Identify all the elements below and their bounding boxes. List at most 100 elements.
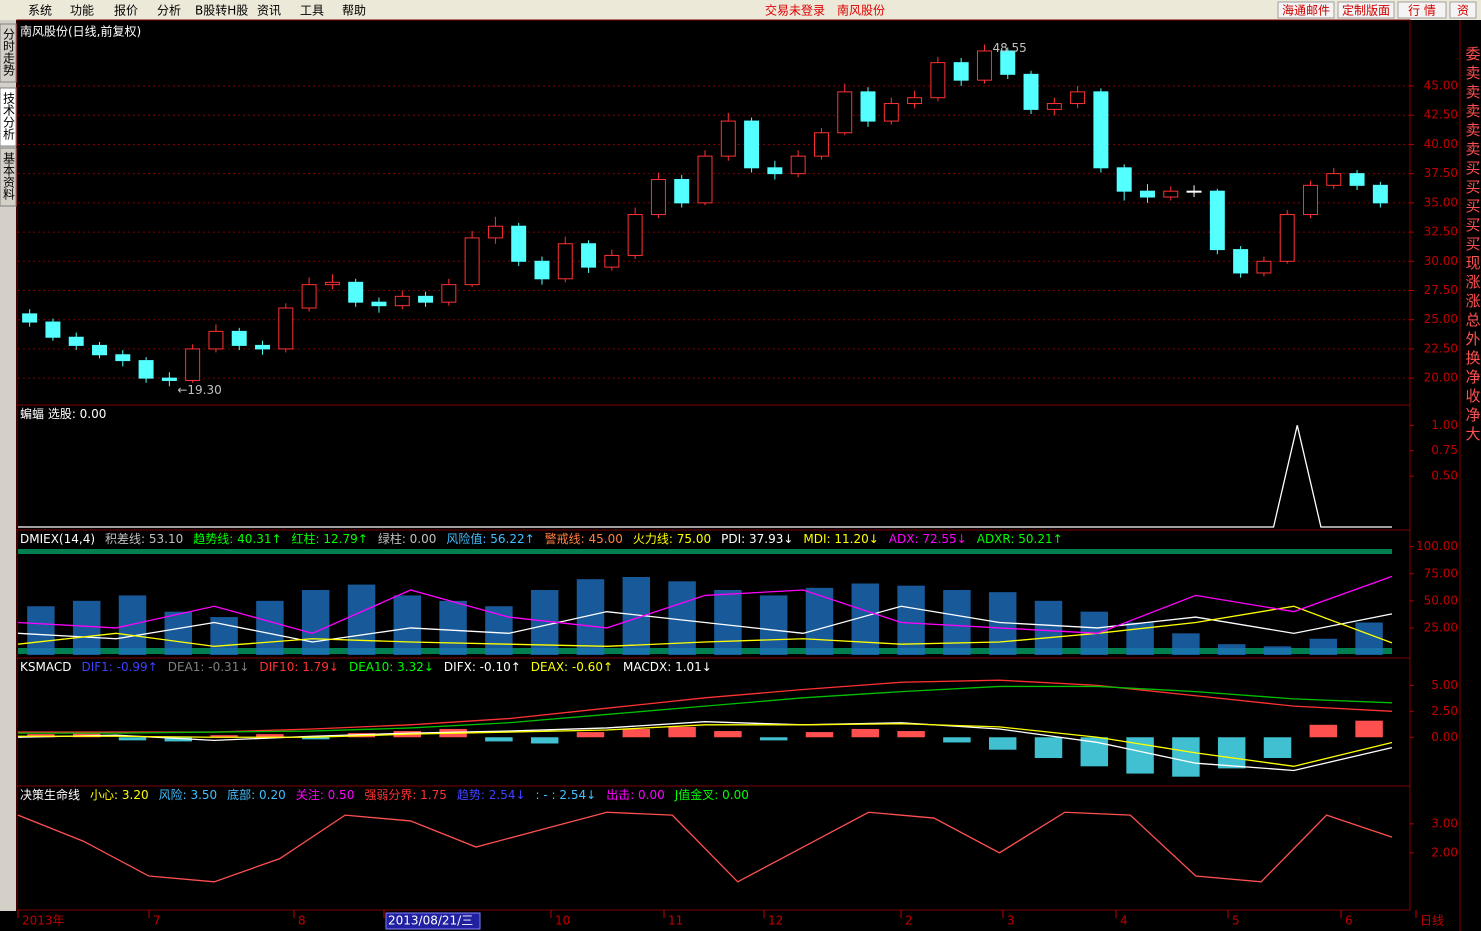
menu-button[interactable] bbox=[1337, 1, 1395, 19]
y-tick-label: 50.00 bbox=[1424, 593, 1458, 607]
candle-body bbox=[1116, 167, 1132, 192]
candle-body bbox=[627, 214, 643, 256]
band bbox=[18, 648, 1392, 654]
header-item: 趋势: 2.54↓ bbox=[457, 788, 526, 802]
menu-button-label[interactable]: 海通邮件 bbox=[1282, 3, 1330, 18]
bar bbox=[1217, 644, 1246, 655]
bar bbox=[210, 735, 238, 738]
menu-item[interactable]: 分析 bbox=[157, 4, 181, 18]
header-item: 关注: 0.50 bbox=[296, 787, 355, 802]
menu-item[interactable]: 报价 bbox=[114, 3, 138, 18]
candle-body bbox=[790, 155, 806, 175]
header-item: DIF1: -0.99↑ bbox=[81, 660, 157, 674]
bar bbox=[1263, 646, 1292, 655]
candle-body bbox=[1186, 190, 1202, 193]
bar bbox=[988, 737, 1017, 750]
candle-body bbox=[1372, 184, 1388, 204]
series-line bbox=[18, 425, 1392, 528]
tab[interactable] bbox=[0, 87, 17, 147]
tab-label[interactable]: 技术分析 bbox=[2, 92, 16, 141]
candle-body bbox=[860, 91, 876, 122]
bar bbox=[759, 595, 788, 655]
header-item: 底部: 0.20 bbox=[227, 787, 286, 802]
bar bbox=[118, 595, 147, 655]
series-line bbox=[17, 811, 1393, 883]
y-tick-label: 37.50 bbox=[1424, 166, 1458, 180]
tab-label[interactable]: 基本资料 bbox=[2, 152, 16, 200]
x-tick-label: 8 bbox=[298, 914, 306, 928]
series-line bbox=[18, 685, 1393, 734]
status-text: 交易未登录 bbox=[765, 3, 825, 18]
bar bbox=[668, 726, 696, 738]
y-tick-label: 1.00 bbox=[1431, 418, 1458, 432]
y-tick-label: 25.00 bbox=[1424, 312, 1458, 326]
candle-body bbox=[697, 155, 713, 204]
candle-body bbox=[394, 295, 410, 307]
candle-body bbox=[1093, 91, 1109, 169]
tab-label[interactable]: 分时走势 bbox=[2, 28, 16, 76]
bar bbox=[164, 737, 193, 742]
panel-frame bbox=[16, 404, 1411, 531]
header-item: 火力线: 75.00 bbox=[633, 532, 711, 546]
bar bbox=[485, 606, 513, 655]
x-tick-label: 10 bbox=[555, 914, 570, 928]
candle-body bbox=[744, 120, 760, 169]
menu-button-label[interactable]: 资 bbox=[1457, 4, 1469, 18]
y-tick-label: 0.00 bbox=[1431, 730, 1458, 744]
y-tick-label: 75.00 bbox=[1424, 566, 1458, 580]
y-tick-label: 0.50 bbox=[1431, 469, 1458, 483]
header-item: DMIEX(14,4) bbox=[20, 532, 95, 546]
menu-button[interactable] bbox=[1449, 1, 1477, 19]
menu-item[interactable]: 工具 bbox=[300, 4, 324, 18]
tab[interactable] bbox=[0, 147, 17, 207]
candle-body bbox=[976, 50, 992, 81]
x-tick-label: 5 bbox=[1232, 914, 1240, 928]
x-tick-label: 3 bbox=[1007, 914, 1015, 928]
menu-button[interactable] bbox=[1277, 1, 1335, 19]
menu-item[interactable]: B股转H股 bbox=[195, 3, 248, 18]
menu-item[interactable]: 帮助 bbox=[342, 4, 366, 18]
header-item: 绿柱: 0.00 bbox=[378, 531, 437, 546]
candle-body bbox=[650, 178, 666, 216]
y-tick-label: 40.00 bbox=[1424, 137, 1458, 151]
bar bbox=[943, 590, 971, 655]
tab-strip bbox=[0, 20, 16, 911]
candle-body bbox=[441, 284, 457, 303]
menu-button-label[interactable]: 行 情 bbox=[1408, 4, 1436, 18]
bar bbox=[576, 732, 605, 738]
side-column: 委卖卖卖卖卖买买买买买现涨涨总外换净收净大 bbox=[1464, 46, 1481, 445]
x-tick-label: 7 bbox=[153, 914, 161, 928]
y-tick-label: 20.00 bbox=[1424, 371, 1458, 385]
candle-body bbox=[115, 354, 131, 362]
candle-body bbox=[511, 225, 527, 262]
chart-title: 南风股份(日线,前复权) bbox=[20, 24, 141, 39]
menu-item[interactable]: 资讯 bbox=[257, 4, 281, 18]
x-tick-label: 12 bbox=[768, 914, 783, 928]
y-tick-label: 45.00 bbox=[1424, 79, 1458, 93]
bar bbox=[1263, 737, 1292, 759]
candle-body bbox=[301, 284, 317, 309]
tab[interactable] bbox=[0, 23, 17, 83]
side-strip bbox=[1460, 20, 1481, 911]
candle-body bbox=[674, 178, 690, 204]
date-highlight bbox=[385, 912, 481, 930]
header-item: KSMACD bbox=[20, 660, 71, 674]
bar bbox=[530, 737, 559, 744]
menu-item[interactable]: 功能 bbox=[70, 4, 94, 18]
series-line bbox=[17, 575, 1393, 635]
candle-body bbox=[930, 62, 946, 99]
candle-body bbox=[278, 307, 294, 350]
candle-body bbox=[557, 243, 573, 280]
menu-button-label[interactable]: 定制版面 bbox=[1342, 3, 1390, 18]
bar bbox=[1172, 633, 1200, 655]
y-tick-label: 42.50 bbox=[1424, 108, 1458, 122]
candle-body bbox=[1023, 73, 1039, 110]
menu-item[interactable]: 系统 bbox=[28, 4, 52, 18]
candle-body bbox=[68, 336, 84, 346]
x-tick-label: 日线 bbox=[1420, 914, 1444, 928]
menu-button[interactable] bbox=[1397, 1, 1447, 19]
header-item: 趋势线: 40.31↑ bbox=[193, 532, 281, 546]
candle-body bbox=[883, 103, 899, 122]
candle-body bbox=[813, 132, 829, 157]
bar bbox=[622, 728, 651, 738]
